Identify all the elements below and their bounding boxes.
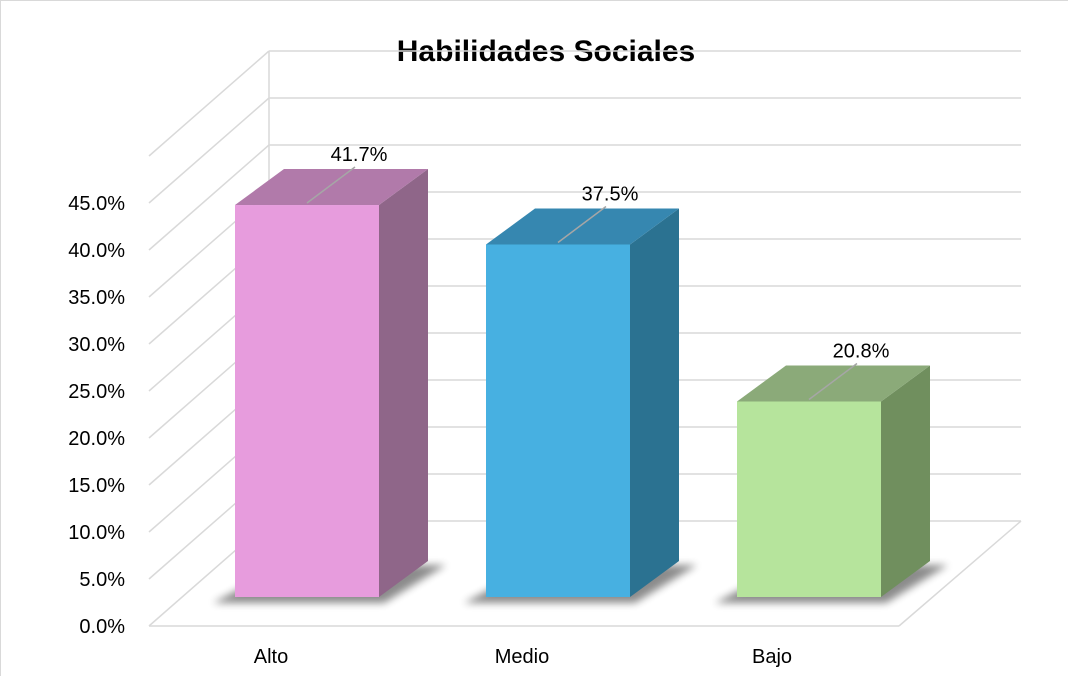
category-labels: Alto Medio Bajo: [254, 646, 792, 668]
y-tick-label: 30.0%: [68, 334, 125, 356]
bar-medio: [464, 209, 697, 604]
y-tick-label: 20.0%: [68, 428, 125, 450]
y-tick-label: 0.0%: [79, 616, 125, 638]
bar-side: [881, 365, 930, 597]
data-label: 20.8%: [833, 340, 890, 362]
bar-side: [630, 209, 679, 598]
bar-front: [235, 205, 379, 597]
bar-bajo: [715, 365, 948, 603]
bar-side: [379, 169, 428, 597]
gridline-diagonal: [149, 98, 269, 203]
bar-alto: [213, 169, 446, 603]
y-tick-label: 40.0%: [68, 240, 125, 262]
y-tick-label: 10.0%: [68, 522, 125, 544]
category-label: Bajo: [752, 646, 792, 668]
y-tick-label: 35.0%: [68, 287, 125, 309]
gridline-diagonal: [149, 51, 269, 156]
y-tick-label: 5.0%: [79, 569, 125, 591]
data-label: 41.7%: [331, 144, 388, 166]
bars: [213, 169, 948, 603]
y-tick-labels: 0.0% 5.0% 10.0% 15.0% 20.0% 25.0% 30.0% 35.0% 40…: [68, 193, 125, 638]
bar-front: [486, 245, 630, 598]
bar-front: [737, 401, 881, 597]
data-label: 37.5%: [582, 184, 639, 206]
category-label: Medio: [495, 646, 549, 668]
y-tick-label: 15.0%: [68, 475, 125, 497]
y-tick-label: 45.0%: [68, 193, 125, 215]
category-label: Alto: [254, 646, 288, 668]
y-tick-label: 25.0%: [68, 381, 125, 403]
